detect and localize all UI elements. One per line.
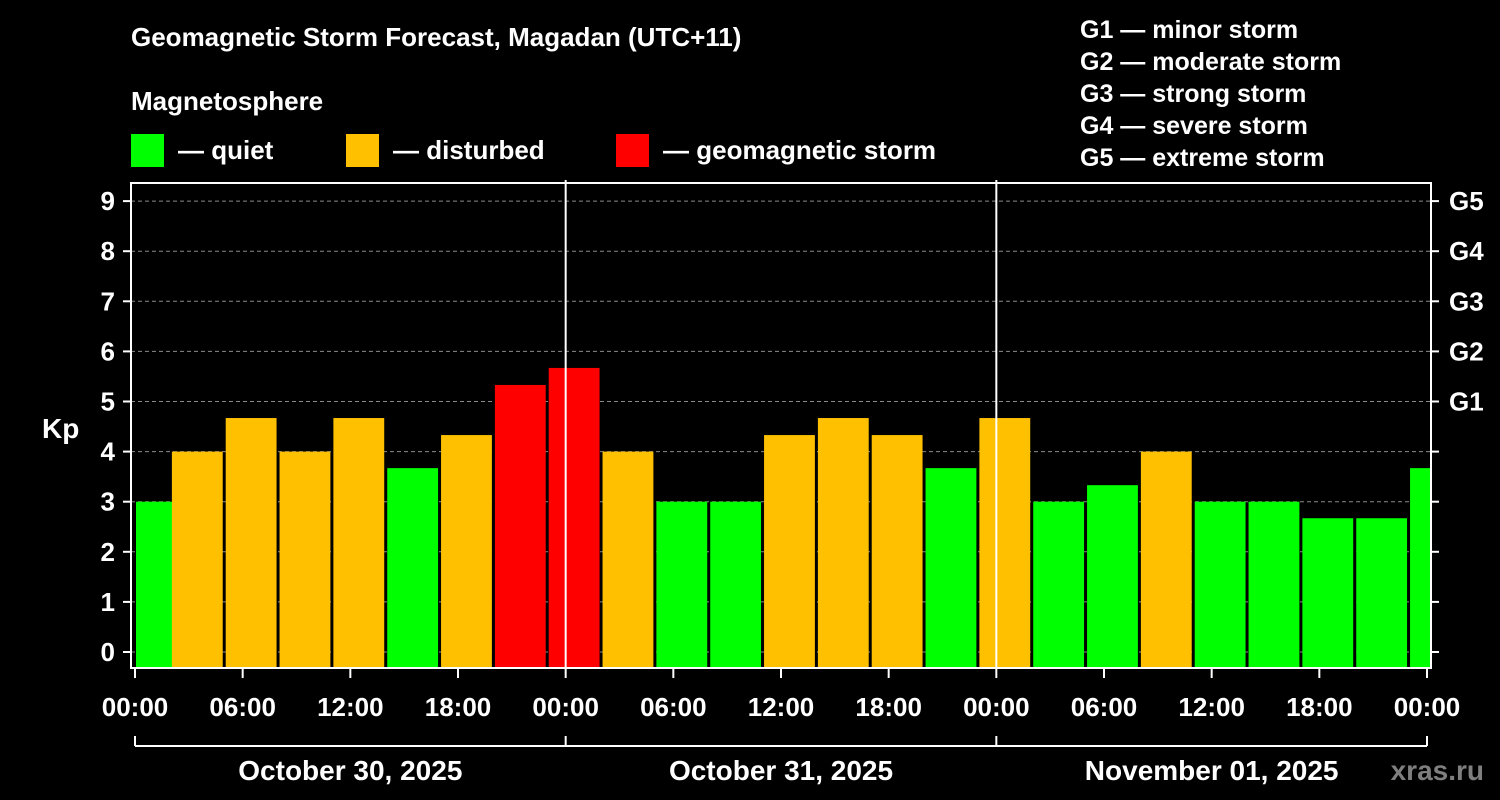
y-tick-label-3: 3: [101, 487, 115, 517]
kp-bar-23: [1356, 518, 1408, 668]
x-tick-label: 06:00: [640, 692, 707, 722]
legend-label-storm: — geomagnetic storm: [663, 134, 937, 165]
y-tick-label-0: 0: [101, 637, 115, 667]
x-tick-label: 18:00: [1286, 692, 1353, 722]
kp-bar-7: [494, 384, 546, 668]
date-label-0: October 30, 2025: [238, 755, 462, 786]
kp-bar-22: [1302, 518, 1354, 668]
magnetosphere-heading: Magnetosphere: [131, 86, 324, 116]
legend-item-storm: — geomagnetic storm: [616, 133, 936, 167]
date-label-1: October 31, 2025: [669, 755, 893, 786]
chart-title: Geomagnetic Storm Forecast, Magadan (UTC…: [131, 22, 742, 52]
x-tick-label: 00:00: [963, 692, 1030, 722]
legend-item-quiet: — quiet: [131, 133, 273, 167]
x-tick-label: 00:00: [532, 692, 599, 722]
kp-bar-19: [1140, 451, 1192, 668]
kp-bar-13: [817, 418, 869, 668]
kp-bar-15: [925, 468, 977, 668]
g-tick-label-g4: G4: [1449, 236, 1484, 266]
x-tick-label: 00:00: [102, 692, 169, 722]
y-tick-label-4: 4: [101, 437, 116, 467]
g-tick-label-g2: G2: [1449, 336, 1484, 366]
x-tick-label: 12:00: [1178, 692, 1245, 722]
g-scale-legend: G1 — minor storm G2 — moderate storm G3 …: [1080, 14, 1341, 174]
y-tick-label-6: 6: [101, 336, 115, 366]
kp-bar-12: [764, 435, 815, 668]
y-axis-label: Kp: [42, 413, 79, 444]
legend-swatch-disturbed: [346, 133, 379, 167]
kp-bar-24: [1410, 468, 1430, 668]
kp-bar-14: [871, 435, 923, 668]
y-tick-label-2: 2: [101, 537, 115, 567]
kp-bar-20: [1194, 501, 1246, 668]
kp-bar-5: [387, 468, 439, 668]
date-label-2: November 01, 2025: [1085, 755, 1339, 786]
x-tick-label: 12:00: [317, 692, 384, 722]
kp-bar-4: [333, 418, 385, 668]
y-tick-label-5: 5: [101, 387, 115, 417]
g-tick-label-g1: G1: [1449, 387, 1484, 417]
kp-bar-16: [979, 418, 1031, 668]
kp-bar-8: [548, 367, 600, 668]
x-tick-label: 00:00: [1394, 692, 1461, 722]
kp-bar-18: [1087, 485, 1138, 668]
kp-bar-21: [1248, 501, 1300, 668]
g-tick-label-g5: G5: [1449, 186, 1484, 216]
kp-bar-3: [279, 451, 331, 668]
y-tick-label-7: 7: [101, 286, 115, 316]
g-scale-item-g2: G2 — moderate storm: [1080, 48, 1342, 76]
kp-bar-2: [225, 418, 277, 668]
y-tick-label-1: 1: [101, 587, 115, 617]
kp-bar-17: [1033, 501, 1085, 668]
legend-item-disturbed: — disturbed: [346, 133, 545, 167]
kp-bar-6: [441, 435, 492, 668]
x-tick-label: 18:00: [425, 692, 492, 722]
y-tick-label-9: 9: [101, 186, 115, 216]
kp-bar-11: [710, 501, 762, 668]
y-tick-label-8: 8: [101, 236, 115, 266]
watermark: xras.ru: [1390, 755, 1484, 786]
x-tick-label: 18:00: [855, 692, 922, 722]
kp-bar-10: [656, 501, 708, 668]
kp-bar-9: [602, 451, 654, 668]
legend-label-disturbed: — disturbed: [393, 134, 545, 165]
legend-swatch-quiet: [131, 133, 164, 167]
g-scale-item-g5: G5 — extreme storm: [1080, 144, 1325, 172]
x-tick-label: 06:00: [1071, 692, 1138, 722]
x-tick-label: 12:00: [748, 692, 815, 722]
g-scale-item-g4: G4 — severe storm: [1080, 112, 1308, 140]
kp-bar-1: [171, 451, 223, 668]
x-tick-label: 06:00: [209, 692, 276, 722]
legend-swatch-storm: [616, 133, 649, 167]
g-tick-label-g3: G3: [1449, 286, 1484, 316]
legend-label-quiet: — quiet: [178, 134, 274, 165]
g-scale-item-g3: G3 — strong storm: [1080, 80, 1307, 108]
g-scale-item-g1: G1 — minor storm: [1080, 16, 1299, 44]
